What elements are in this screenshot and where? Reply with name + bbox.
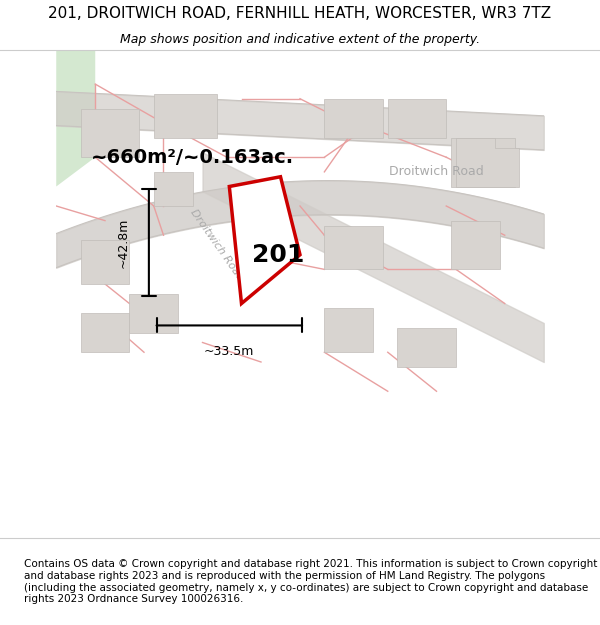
Bar [80, 240, 130, 284]
Bar [154, 94, 217, 138]
Bar [130, 294, 178, 333]
Bar [388, 99, 446, 138]
Text: ~42.8m: ~42.8m [116, 217, 130, 268]
Text: ~33.5m: ~33.5m [204, 345, 254, 358]
Bar [397, 328, 456, 367]
Bar [80, 313, 130, 352]
Text: Contains OS data © Crown copyright and database right 2021. This information is : Contains OS data © Crown copyright and d… [24, 559, 598, 604]
Text: 201: 201 [252, 242, 304, 267]
Text: 201, DROITWICH ROAD, FERNHILL HEATH, WORCESTER, WR3 7TZ: 201, DROITWICH ROAD, FERNHILL HEATH, WOR… [49, 6, 551, 21]
Text: ~660m²/~0.163ac.: ~660m²/~0.163ac. [91, 148, 295, 167]
Bar [451, 138, 515, 186]
Bar [80, 109, 139, 158]
Polygon shape [56, 50, 95, 186]
Text: Droitwich Road: Droitwich Road [188, 208, 245, 282]
Polygon shape [456, 138, 520, 186]
Bar [154, 172, 193, 206]
Bar [325, 308, 373, 352]
Text: Droitwich Road: Droitwich Road [389, 166, 484, 178]
Bar [451, 221, 500, 269]
Text: Map shows position and indicative extent of the property.: Map shows position and indicative extent… [120, 32, 480, 46]
Bar [325, 99, 383, 138]
Bar [325, 226, 383, 269]
Polygon shape [229, 177, 300, 304]
